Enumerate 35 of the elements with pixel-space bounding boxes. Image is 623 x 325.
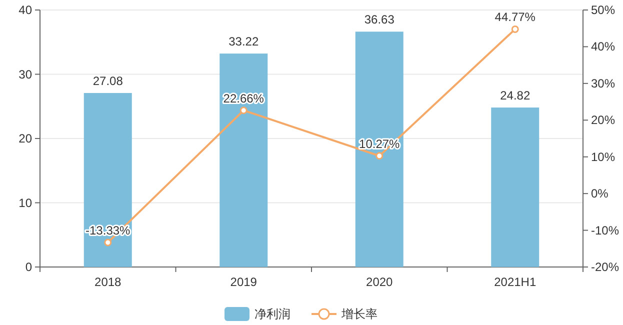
legend-增长率: 增长率: [312, 307, 378, 321]
point: [240, 106, 248, 114]
bar: [355, 32, 404, 267]
y-tick-label: 20: [18, 132, 32, 146]
x-tick-label: 2018: [94, 275, 122, 289]
point: [511, 25, 519, 33]
legend-label: 净利润: [254, 307, 290, 321]
y2-tick-label: 20%: [591, 113, 616, 128]
y2-tick-label: 0%: [591, 186, 609, 201]
y2-tick-label: 40%: [591, 40, 616, 54]
x-tick-label: 2019: [230, 275, 258, 289]
point: [376, 152, 384, 160]
bar: [84, 93, 132, 267]
bar: [491, 108, 540, 267]
legend-label: 增长率: [340, 307, 378, 321]
y2-tick-label: -10%: [591, 223, 620, 238]
data-label: 27.08: [92, 74, 124, 88]
point: [104, 238, 112, 246]
data-label: 22.66%: [223, 91, 264, 106]
legend-净利润: 净利润: [224, 307, 290, 321]
y2-tick-label: 50%: [591, 3, 616, 17]
data-label: 24.82: [500, 88, 530, 103]
y2-tick-label: -20%: [591, 260, 620, 274]
bar: [220, 54, 268, 267]
y2-tick-label: 10%: [591, 150, 616, 164]
y2-tick-label: 30%: [591, 76, 616, 90]
y-tick-label: 0: [25, 260, 32, 274]
data-label: 44.77%: [494, 10, 536, 24]
data-label: 36.63: [364, 12, 395, 27]
data-label: 33.22: [228, 34, 259, 49]
x-tick-label: 2021H1: [494, 275, 536, 289]
y-tick-label: 10: [18, 196, 32, 210]
y-tick-label: 40: [18, 3, 32, 17]
y-tick-label: 30: [18, 67, 32, 82]
x-tick-label: 2020: [366, 275, 394, 289]
